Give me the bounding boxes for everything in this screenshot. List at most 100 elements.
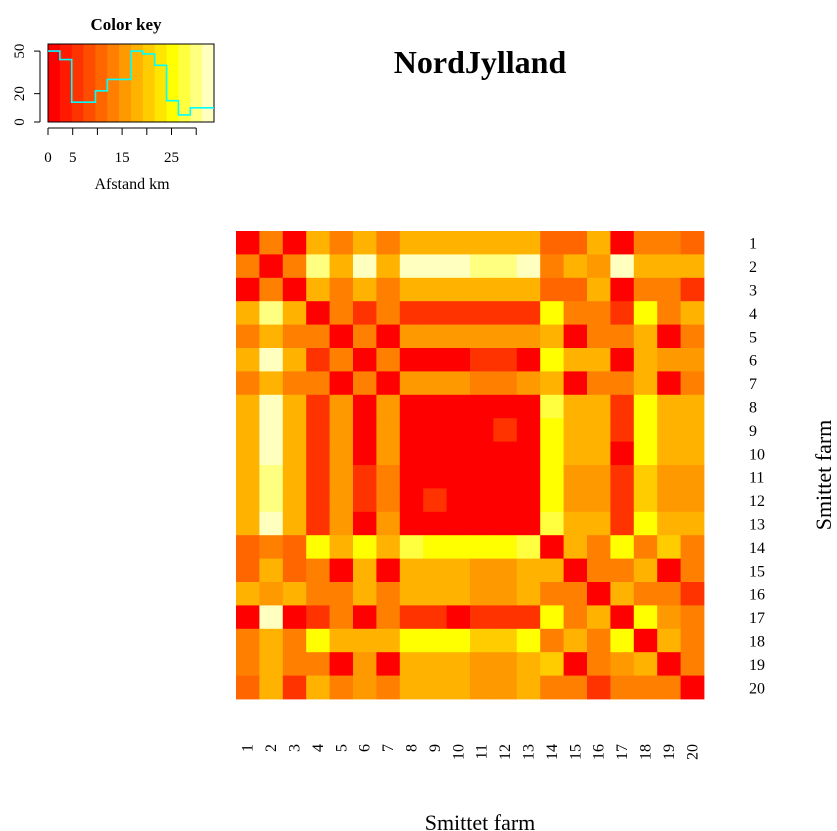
heatmap-cell	[470, 348, 494, 372]
heatmap-cell	[470, 582, 494, 606]
heatmap-cell	[587, 465, 611, 489]
heatmap-cell	[399, 441, 424, 466]
heatmap-cell	[423, 254, 447, 279]
heatmap-cell	[633, 231, 658, 255]
heatmap-cell	[633, 582, 658, 606]
heatmap-cell	[587, 488, 611, 513]
heatmap-cell	[423, 558, 447, 583]
heatmap-cell	[587, 254, 611, 279]
heatmap-cell	[563, 301, 588, 325]
heatmap-cell	[259, 324, 284, 349]
heatmap-cell	[306, 582, 330, 606]
heatmap-cell	[446, 488, 471, 513]
heatmap-cell	[516, 418, 541, 442]
color-key-band	[107, 44, 120, 122]
color-key-title: Color key	[91, 15, 162, 34]
heatmap-cell	[259, 418, 284, 442]
heatmap-cell	[376, 301, 401, 325]
heatmap-cell	[657, 511, 681, 536]
heatmap-cell	[423, 371, 447, 396]
heatmap-cell	[423, 511, 447, 536]
heatmap-cell	[587, 511, 611, 536]
heatmap-cell	[306, 254, 330, 279]
heatmap-cell	[259, 301, 284, 325]
heatmap-cell	[493, 605, 518, 630]
color-key-x-axis: 0 5 15 25	[44, 127, 197, 166]
heatmap-cell	[399, 488, 424, 513]
column-label: 8	[404, 744, 421, 752]
heatmap-cell	[563, 582, 588, 606]
heatmap-cell	[516, 511, 541, 536]
heatmap-cell	[446, 628, 471, 653]
heatmap-cell	[282, 652, 307, 676]
color-key-band	[95, 44, 108, 122]
heatmap-cell	[587, 394, 611, 419]
heatmap-cell	[493, 511, 518, 536]
heatmap-cell	[329, 675, 354, 700]
column-label: 7	[380, 744, 397, 752]
heatmap-cell	[329, 324, 354, 349]
heatmap-cell	[259, 582, 284, 606]
heatmap-cell	[610, 394, 635, 419]
row-label: 17	[749, 610, 765, 627]
heatmap-cell	[423, 488, 447, 513]
heatmap-cell	[376, 465, 401, 489]
heatmap-cell	[610, 371, 635, 396]
heatmap-cell	[376, 324, 401, 349]
column-label: 14	[544, 744, 561, 760]
heatmap-cell	[540, 394, 564, 419]
heatmap-cell	[399, 231, 424, 255]
heatmap-cell	[376, 582, 401, 606]
heatmap-cell	[470, 418, 494, 442]
heatmap-cell	[587, 371, 611, 396]
heatmap-cell	[236, 652, 260, 676]
color-key-band	[202, 44, 215, 122]
heatmap-cell	[353, 418, 377, 442]
heatmap-cell	[633, 324, 658, 349]
heatmap-cell	[540, 371, 564, 396]
heatmap-cell	[446, 254, 471, 279]
heatmap-cell	[306, 652, 330, 676]
heatmap-cell	[353, 605, 377, 630]
heatmap-cell	[306, 301, 330, 325]
heatmap-cell	[259, 605, 284, 630]
column-labels: 1 2 3 4 5 6 7 8 9 10 11 12 13 14 15 16 17 18 19 20	[240, 744, 702, 760]
heatmap-cell	[657, 231, 681, 255]
heatmap-cell	[680, 348, 705, 372]
heatmap-cell	[399, 511, 424, 536]
heatmap-cell	[587, 348, 611, 372]
heatmap-cell	[353, 558, 377, 583]
heatmap-cell	[680, 628, 705, 653]
heatmap-cell	[259, 465, 284, 489]
heatmap-cell	[633, 535, 658, 559]
heatmap-cell	[446, 558, 471, 583]
heatmap-cell	[282, 628, 307, 653]
heatmap-cell	[540, 628, 564, 653]
heatmap-cell	[470, 535, 494, 559]
heatmap-cell	[610, 582, 635, 606]
color-key-band	[154, 44, 167, 122]
heatmap-cell	[470, 628, 494, 653]
heatmap-cell	[470, 301, 494, 325]
heatmap-cell	[516, 628, 541, 653]
heatmap-cell	[399, 301, 424, 325]
color-key-x-tick-label: 0	[44, 150, 52, 166]
heatmap-cell	[282, 605, 307, 630]
color-key-band	[48, 44, 61, 122]
heatmap-cell	[540, 488, 564, 513]
heatmap-cell	[470, 371, 494, 396]
heatmap-cell	[516, 652, 541, 676]
heatmap-cell	[446, 277, 471, 302]
heatmap-cells	[236, 231, 705, 700]
heatmap-cell	[633, 301, 658, 325]
heatmap-cell	[353, 394, 377, 419]
heatmap-cell	[540, 231, 564, 255]
heatmap-cell	[633, 628, 658, 653]
heatmap-cell	[423, 605, 447, 630]
heatmap-cell	[376, 628, 401, 653]
column-label: 12	[497, 744, 514, 760]
heatmap-cell	[470, 254, 494, 279]
heatmap-cell	[657, 558, 681, 583]
heatmap-cell	[259, 511, 284, 536]
heatmap-cell	[376, 511, 401, 536]
